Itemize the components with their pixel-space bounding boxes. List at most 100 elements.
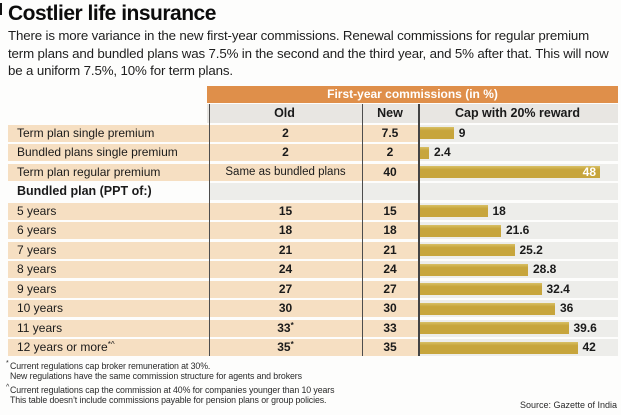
table-banner: First-year commissions (in %)	[207, 85, 618, 103]
new-value-cell: 7.5	[362, 124, 418, 142]
old-value-cell: 35*	[209, 339, 362, 357]
column-header-old: Old	[274, 105, 295, 120]
cap-bar	[420, 341, 578, 354]
cap-value-label: 28.8	[533, 262, 557, 277]
new-value-cell	[362, 183, 418, 201]
cap-bar-cell: 2.4	[418, 144, 618, 162]
footnotes: * Current regulations cap broker remunera…	[6, 360, 621, 405]
table-row: 8 years 24 24 28.8	[8, 261, 618, 279]
cap-bar	[420, 205, 488, 218]
table-row: 6 years 18 18 21.6	[8, 222, 618, 240]
column-header-row: Old New Cap with 20% reward	[207, 103, 618, 123]
divider-old-new	[362, 103, 363, 357]
title-tick	[0, 3, 2, 15]
new-value-cell: 21	[362, 241, 418, 259]
cap-bar-cell: 25.2	[418, 241, 618, 259]
cap-value-label: 42	[582, 340, 596, 355]
cap-bar-cell: 28.8	[418, 261, 618, 279]
cap-bar-cell: 9	[418, 124, 618, 142]
cap-bar	[420, 146, 429, 159]
row-label: 9 years	[8, 280, 209, 298]
new-value-cell: 35	[362, 339, 418, 357]
table-row: 9 years 27 27 32.4	[8, 280, 618, 298]
superscript-marker: *	[290, 320, 294, 330]
cap-bar	[420, 283, 542, 296]
footnote-line: * Current regulations cap broker remunera…	[6, 360, 211, 372]
old-value-cell: 15	[209, 202, 362, 220]
new-value-cell: 33	[362, 319, 418, 337]
row-label: Bundled plans single premium	[8, 144, 209, 162]
table-rows: Term plan single premium 2 7.5 9 Bundled pla…	[8, 124, 618, 357]
cap-value-label: 36	[560, 301, 574, 316]
divider-label-old	[209, 103, 210, 357]
old-value-cell: 21	[209, 241, 362, 259]
old-value-cell: 2	[209, 144, 362, 162]
old-value-cell: 24	[209, 261, 362, 279]
row-label: 8 years	[8, 261, 209, 279]
cap-value-label: 18	[492, 203, 506, 218]
section-header-row: Bundled plan (PPT of:)	[8, 183, 618, 201]
bar-axis-line	[418, 103, 420, 357]
cap-bar: 48	[420, 166, 600, 179]
cap-bar-cell	[418, 183, 618, 201]
cap-bar-cell: 32.4	[418, 280, 618, 298]
old-value-cell: 2	[209, 124, 362, 142]
table-row: 5 years 15 15 18	[8, 202, 618, 220]
cap-bar-cell: 42	[418, 339, 618, 357]
row-label: 7 years	[8, 241, 209, 259]
row-label: 6 years	[8, 222, 209, 240]
cap-value-label: 39.6	[573, 320, 597, 335]
row-label: 10 years	[8, 300, 209, 318]
cap-bar	[420, 263, 528, 276]
cap-bar	[420, 302, 555, 315]
superscript-marker: *	[290, 340, 294, 350]
table-row: Bundled plans single premium 2 2 2.4	[8, 144, 618, 162]
row-label: Bundled plan (PPT of:)	[17, 184, 152, 199]
cap-value-label: 32.4	[546, 281, 570, 296]
footnote-marker: ^	[6, 383, 10, 391]
row-label: Term plan single premium	[8, 124, 209, 142]
new-value-cell: 24	[362, 261, 418, 279]
cap-bar-cell: 21.6	[418, 222, 618, 240]
commissions-table: First-year commissions (in %) Old New Ca…	[8, 85, 618, 357]
cap-bar	[420, 127, 454, 140]
cap-bar-cell: 36	[418, 300, 618, 318]
row-label: 12 years or more*^	[8, 339, 209, 357]
superscript-marker: *^	[107, 340, 115, 350]
cap-value-label: 9	[458, 125, 466, 140]
cap-bar-cell: 48	[418, 163, 618, 181]
cap-bar	[420, 244, 515, 257]
old-value-cell: 18	[209, 222, 362, 240]
source-credit: Source: Gazette of India	[519, 400, 617, 410]
table-row: 7 years 21 21 25.2	[8, 241, 618, 259]
new-value-cell: 2	[362, 144, 418, 162]
footnote-line: New regulations have the same commission…	[10, 371, 302, 382]
new-value-cell: 40	[362, 163, 418, 181]
footnote-line: ^ Current regulations cap the commission …	[6, 383, 335, 395]
cap-value-label: 25.2	[519, 242, 543, 257]
cap-bar	[420, 224, 501, 237]
old-value-cell	[209, 183, 362, 201]
cap-bar	[420, 322, 569, 335]
cap-bar-cell: 39.6	[418, 319, 618, 337]
table-row: Term plan regular premium Same as bundled…	[8, 163, 618, 181]
cap-value-label: 2.4	[434, 145, 451, 160]
old-value-cell: 30	[209, 300, 362, 318]
old-value-cell: 33*	[209, 319, 362, 337]
row-label: Term plan regular premium	[8, 163, 209, 181]
new-value-cell: 15	[362, 202, 418, 220]
old-value-cell: Same as bundled plans	[209, 163, 362, 181]
cap-bar-cell: 18	[418, 202, 618, 220]
column-header-cap: Cap with 20% reward	[454, 105, 581, 120]
row-label: 5 years	[8, 202, 209, 220]
footnote-line: This table doesn’t include commissions p…	[10, 394, 327, 405]
table-row: 12 years or more*^ 35* 35 42	[8, 339, 618, 357]
table-row: 10 years 30 30 36	[8, 300, 618, 318]
table-row: 11 years 33* 33 39.6	[8, 319, 618, 337]
column-header-new: New	[377, 105, 403, 120]
cap-value-label: 21.6	[506, 223, 530, 238]
new-value-cell: 30	[362, 300, 418, 318]
old-value-cell: 27	[209, 280, 362, 298]
subtitle: There is more variance in the new first-…	[8, 28, 609, 79]
table-row: Term plan single premium 2 7.5 9	[8, 124, 618, 142]
